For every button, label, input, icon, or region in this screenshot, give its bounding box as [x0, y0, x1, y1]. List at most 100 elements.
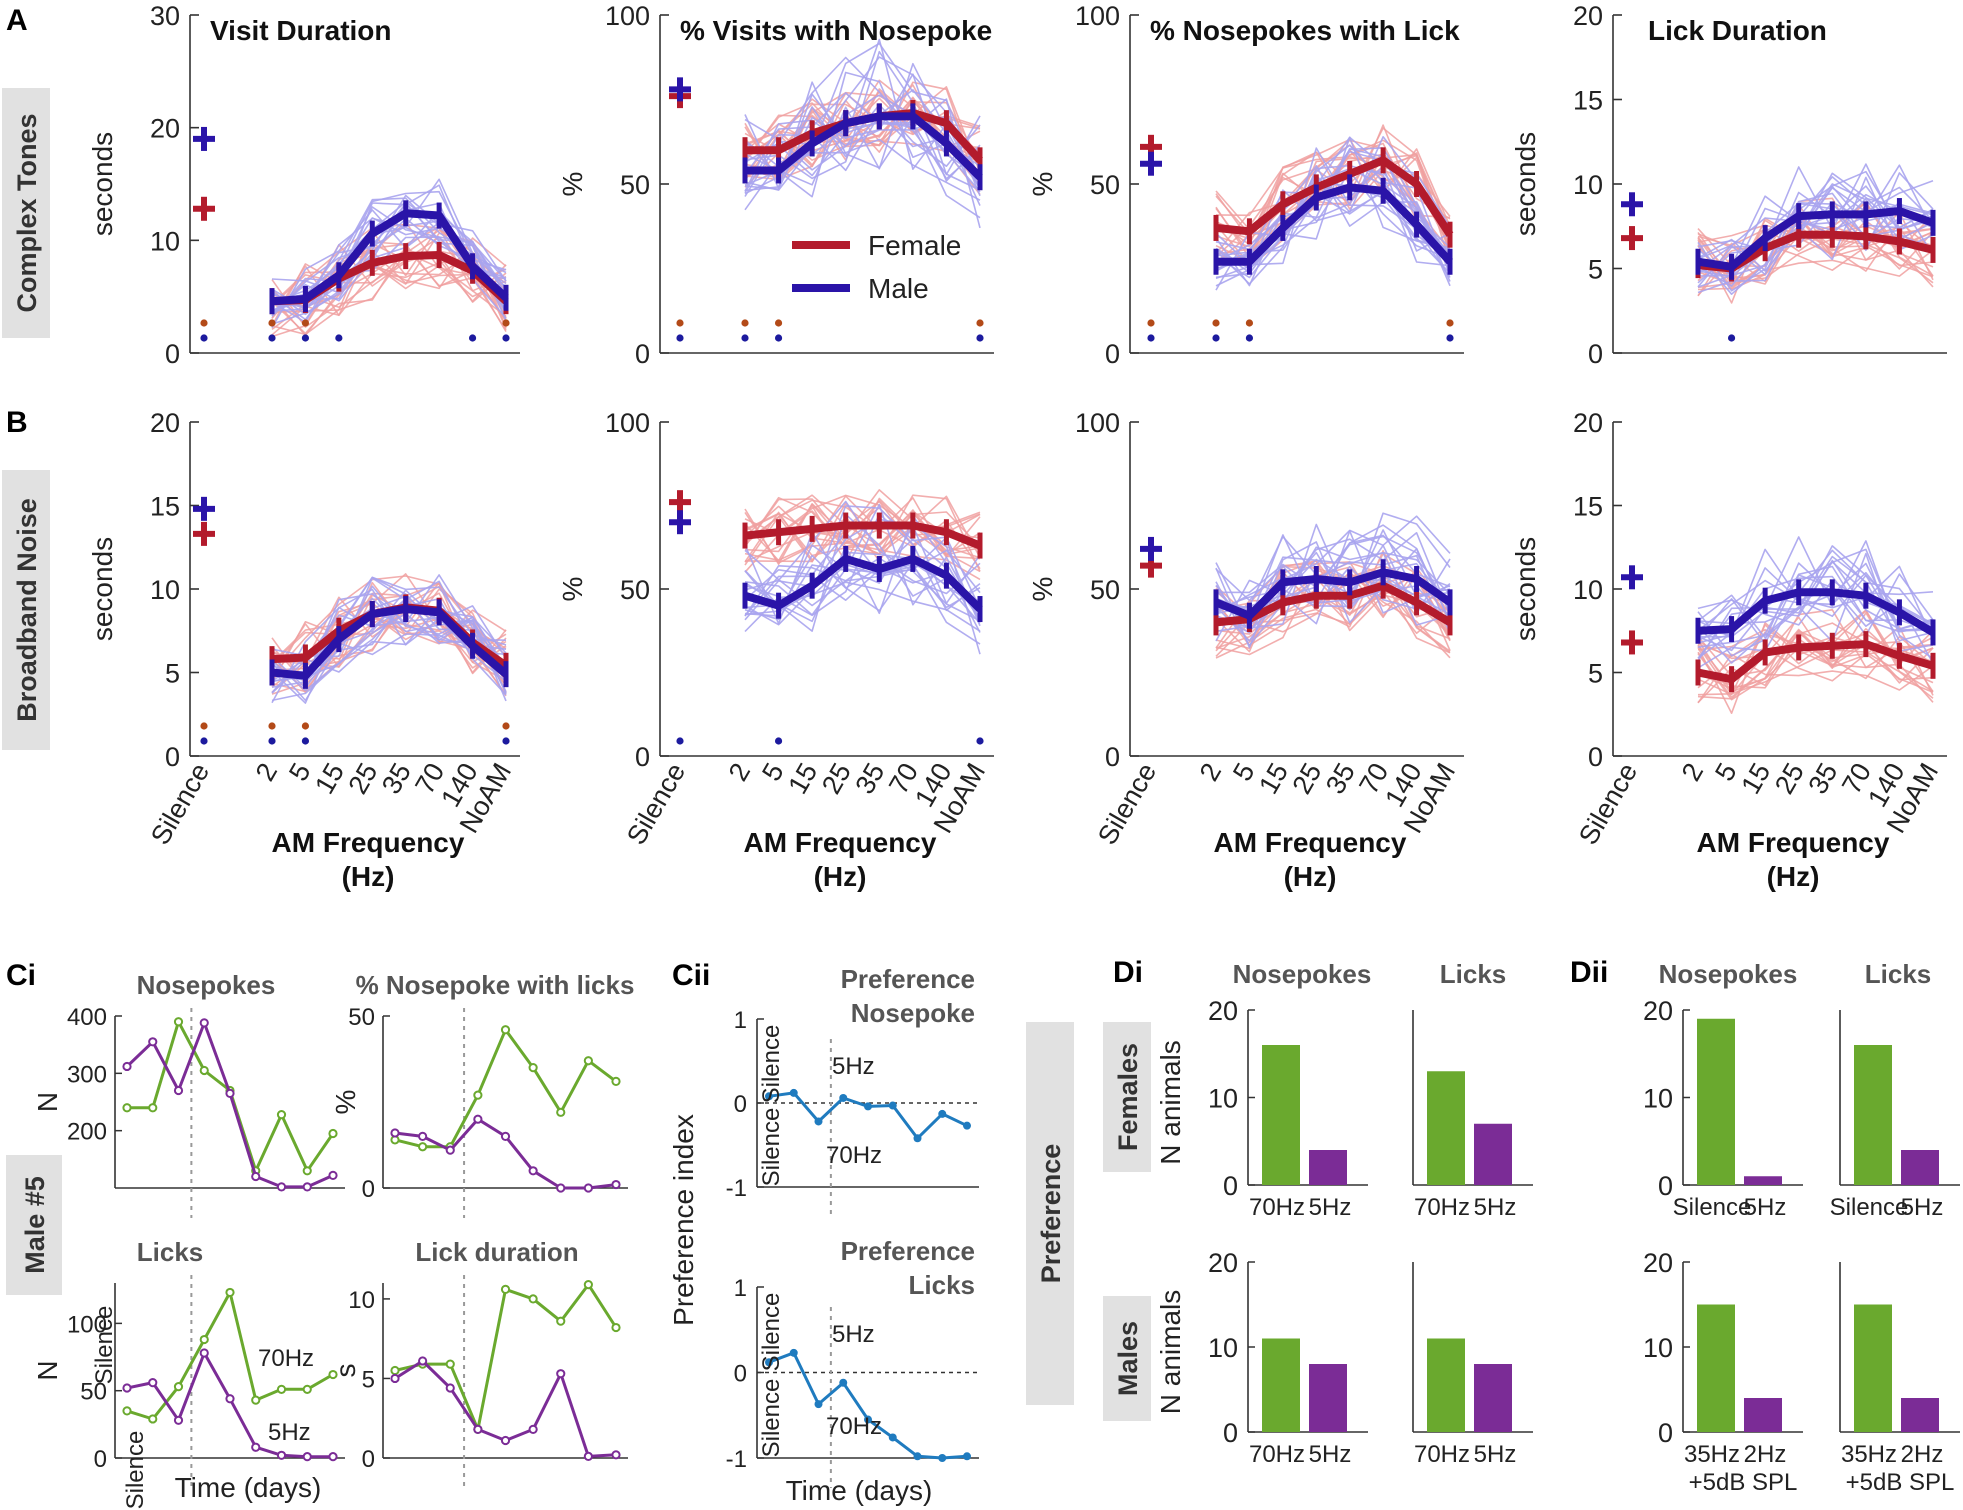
y-tick-label: 15	[1573, 86, 1603, 116]
x-tick-label: 5Hz	[1309, 1441, 1352, 1468]
green-series-point	[611, 1076, 621, 1086]
y-tick-label: 5	[362, 1366, 375, 1393]
x-axis-label: Time (days)	[786, 1475, 933, 1506]
male-significance-dot	[268, 334, 276, 342]
x-tick-label: 25	[816, 758, 857, 799]
panel-Ci-4: 0 5 10 s Lick duration	[330, 1237, 628, 1488]
x-tick-label: 15	[1253, 758, 1294, 799]
y-tick-label: 5	[1588, 659, 1603, 689]
purple-series-point	[611, 1450, 621, 1460]
row-label-females-text: Females	[1113, 1043, 1143, 1151]
green-series-point	[173, 1382, 184, 1392]
preference-point	[839, 1093, 848, 1102]
panel-Di-F-N: 0 10 20 N animals Nosepokes 70Hz 5Hz	[1155, 959, 1371, 1221]
green-series-point	[473, 1090, 483, 1100]
male-individual-trace	[744, 38, 981, 190]
purple-series-point	[225, 1394, 235, 1404]
y-tick-label: 0	[1588, 742, 1603, 772]
purple-series-point	[276, 1450, 287, 1460]
male-individual-trace	[1215, 535, 1451, 633]
row-label-broadband-noise: Broadband Noise	[2, 470, 50, 750]
panel-Cii-1: -1 0 1 Preference Nosepoke Silence Silence 5Hz 7…	[668, 964, 979, 1326]
y-tick-label: 0	[362, 1176, 375, 1203]
male-significance-dot	[1212, 334, 1220, 342]
purple-series-point	[390, 1373, 400, 1384]
y-tick-label: 50	[348, 1004, 375, 1031]
female-individual-trace	[271, 614, 507, 692]
male-individual-trace	[744, 50, 981, 182]
male-significance-dot	[268, 737, 276, 745]
male-individual-trace	[1697, 183, 1934, 272]
panel-Ci-2: 0 50% % Nosepoke with licks	[330, 970, 634, 1218]
male-individual-trace	[1215, 515, 1451, 634]
male-significance-dot	[502, 334, 510, 342]
female-significance-dot	[200, 722, 208, 730]
y-axis-label: %	[557, 172, 588, 197]
hz70-label: 70Hz	[826, 1142, 882, 1169]
y-tick-label: 0	[165, 742, 180, 772]
panel-title: Nosepokes	[1233, 959, 1372, 989]
x-tick-label: 35	[849, 758, 890, 799]
x-tick-label: 2Hz	[1744, 1441, 1787, 1468]
female-significance-dot	[1446, 319, 1454, 327]
x-tick-label: Silence	[1673, 1194, 1752, 1221]
y-tick-label: 0	[1105, 742, 1120, 772]
row-label-broadband-noise-text: Broadband Noise	[12, 498, 42, 722]
x-tick-label: 15	[1735, 758, 1776, 799]
female-individual-trace	[744, 500, 981, 570]
purple-series-point	[583, 1183, 593, 1193]
purple-series-point	[302, 1452, 312, 1462]
y-axis-label: seconds	[87, 537, 118, 641]
preference-line	[768, 1091, 968, 1140]
x-tick-label: 25	[1286, 758, 1327, 799]
bar	[1427, 1338, 1465, 1432]
panel-letter-Di: Di	[1113, 956, 1143, 989]
x-tick-label: 70Hz	[1414, 1441, 1470, 1468]
x-tick-label: 35	[1320, 758, 1361, 799]
x-tick-label: Silence	[1092, 758, 1162, 850]
panel-Ci-1: 200 300 400 N Nosepokes	[32, 970, 345, 1218]
male-individual-trace	[1697, 562, 1934, 657]
y-tick-label: 100	[67, 1311, 107, 1338]
bar	[1854, 1045, 1892, 1185]
purple-series-point	[148, 1037, 158, 1047]
y-axis-label: s	[330, 1364, 361, 1378]
male-individual-trace	[744, 563, 981, 633]
y-axis-label: %	[557, 577, 588, 602]
y-tick-label: 20	[1643, 996, 1673, 1026]
row-label-males: Males	[1103, 1296, 1151, 1421]
x-tick-label: 2	[1676, 758, 1709, 786]
x-tick-label: 2	[723, 758, 756, 786]
female-significance-dot	[676, 319, 684, 327]
y-axis-label: %	[1027, 172, 1058, 197]
y-tick-label: 15	[1573, 492, 1603, 522]
preference-line	[768, 1351, 968, 1460]
female-individual-trace	[1215, 144, 1451, 255]
male-mean-line	[271, 209, 509, 306]
male-individual-traces	[1215, 512, 1451, 649]
purple-series-point	[390, 1128, 400, 1138]
legend-female-label: Female	[868, 230, 961, 261]
panel-A2: 0 50 100% % Visits with Nosepoke	[557, 1, 994, 369]
x-tick-label: 5Hz	[1744, 1194, 1787, 1221]
preference-point	[839, 1378, 848, 1387]
silence-label: Silence	[122, 1431, 149, 1510]
male-individual-trace	[1697, 195, 1934, 273]
silence-label: Silence	[91, 1306, 118, 1385]
row-label-complex-tones-text: Complex Tones	[12, 113, 42, 312]
panel-title: % Nosepokes with Lick	[1150, 15, 1460, 46]
purple-series-point	[251, 1442, 261, 1452]
x-tick-label: 2Hz	[1901, 1441, 1944, 1468]
y-tick-label: 100	[605, 408, 650, 438]
panel-Ci-3: 0 50 100 N Licks Silence Silence 70Hz 5Hz Time (d…	[32, 1237, 345, 1509]
panel-title: Visit Duration	[210, 15, 392, 46]
male-mean-line	[745, 112, 983, 181]
green-series-point	[328, 1369, 338, 1380]
green-series-line	[394, 1028, 617, 1149]
panel-A3: 0 50 100% % Nosepokes with Lick	[1027, 1, 1464, 369]
male-individual-trace	[744, 538, 981, 633]
y-tick-label: 50	[1090, 170, 1120, 200]
male-individual-trace	[1697, 552, 1934, 652]
female-significance-dot	[976, 319, 984, 327]
